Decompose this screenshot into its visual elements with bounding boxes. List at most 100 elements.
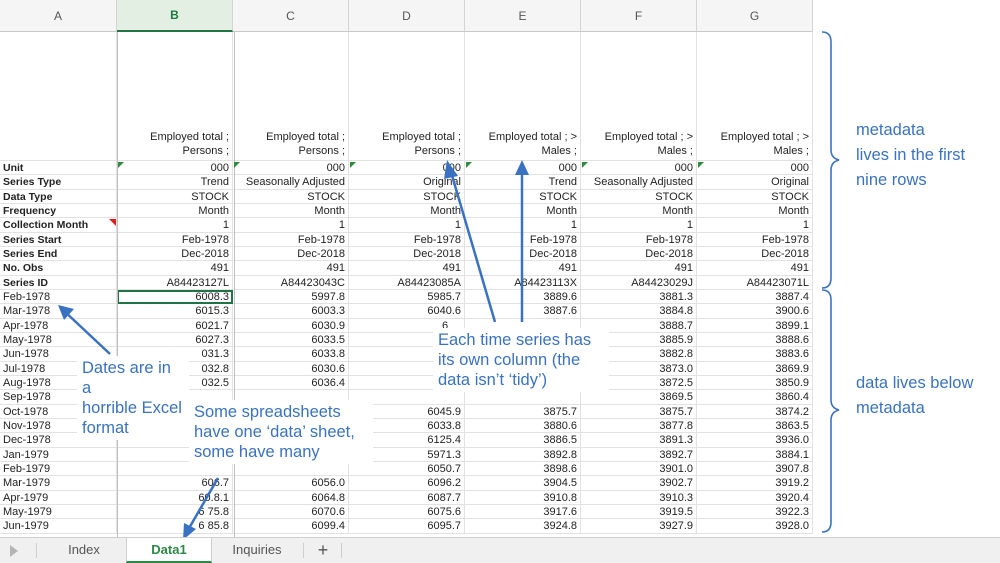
data-value-cell[interactable]: 60.8.1 <box>117 490 233 505</box>
data-value-cell[interactable]: 6015.3 <box>117 304 233 319</box>
data-value-cell[interactable]: 3898.6 <box>465 461 581 477</box>
metadata-value-cell[interactable]: 1 <box>117 218 233 233</box>
data-value-cell[interactable]: 6095.7 <box>349 519 465 534</box>
metadata-value-cell[interactable]: Original <box>697 175 813 190</box>
data-value-cell[interactable]: 3887.6 <box>465 304 581 319</box>
data-value-cell[interactable]: 3850.9 <box>697 375 813 391</box>
data-value-cell[interactable]: 3874.2 <box>697 404 813 419</box>
series-title-cell[interactable]: Employed total ; Persons ; <box>233 32 349 161</box>
data-value-cell[interactable]: 3863.5 <box>697 418 813 434</box>
column-header-c[interactable]: C <box>233 0 349 32</box>
data-value-cell[interactable]: 3919.2 <box>697 476 813 491</box>
metadata-label-cell[interactable]: Series Type <box>0 175 117 190</box>
metadata-value-cell[interactable]: STOCK <box>349 189 465 204</box>
date-cell[interactable]: May-1979 <box>0 504 117 520</box>
metadata-value-cell[interactable]: STOCK <box>581 189 697 204</box>
data-value-cell[interactable]: 3891.3 <box>581 433 697 448</box>
metadata-value-cell[interactable]: Dec-2018 <box>233 246 349 262</box>
metadata-value-cell[interactable]: A84423127L <box>117 275 233 290</box>
data-value-cell[interactable]: 3888.7 <box>581 318 697 333</box>
metadata-label-cell[interactable]: No. Obs <box>0 261 117 276</box>
column-header-b[interactable]: B <box>117 0 233 32</box>
metadata-value-cell[interactable]: Feb-1978 <box>465 232 581 247</box>
metadata-value-cell[interactable]: 000 <box>581 161 697 176</box>
data-value-cell[interactable]: 5985.7 <box>349 289 465 305</box>
metadata-value-cell[interactable]: Dec-2018 <box>581 246 697 262</box>
metadata-value-cell[interactable]: Month <box>581 203 697 219</box>
error-indicator-icon[interactable] <box>350 162 356 168</box>
data-value-cell[interactable]: 6099.4 <box>233 519 349 534</box>
sheet-tab-data1[interactable]: Data1 <box>126 538 212 563</box>
metadata-value-cell[interactable]: 1 <box>349 218 465 233</box>
metadata-value-cell[interactable]: 1 <box>581 218 697 233</box>
data-value-cell[interactable]: 3936.0 <box>697 433 813 448</box>
data-value-cell[interactable]: 6030.6 <box>233 361 349 376</box>
data-value-cell[interactable]: 3910.8 <box>465 490 581 505</box>
metadata-value-cell[interactable]: Trend <box>117 175 233 190</box>
data-value-cell[interactable]: 6070.6 <box>233 504 349 520</box>
data-value-cell[interactable]: 6008.3 <box>117 289 233 305</box>
date-cell[interactable]: Mar-1979 <box>0 476 117 491</box>
data-value-cell[interactable]: 3884.1 <box>697 447 813 462</box>
date-cell[interactable]: Jan-1979 <box>0 447 117 462</box>
metadata-label-cell[interactable]: Series ID <box>0 275 117 290</box>
data-value-cell[interactable]: 6036.4 <box>233 375 349 391</box>
data-value-cell[interactable]: 3920.4 <box>697 490 813 505</box>
date-cell[interactable]: Apr-1978 <box>0 318 117 333</box>
metadata-value-cell[interactable]: 000 <box>349 161 465 176</box>
data-value-cell[interactable]: 3902.7 <box>581 476 697 491</box>
date-cell[interactable]: Jun-1979 <box>0 519 117 534</box>
metadata-value-cell[interactable]: 000 <box>697 161 813 176</box>
data-value-cell[interactable]: 3927.9 <box>581 519 697 534</box>
series-title-cell[interactable]: Employed total ; Persons ; <box>117 32 233 161</box>
data-value-cell[interactable]: 3900.6 <box>697 304 813 319</box>
data-value-cell[interactable]: 3875.7 <box>465 404 581 419</box>
data-value-cell[interactable]: 3880.6 <box>465 418 581 434</box>
metadata-value-cell[interactable]: 000 <box>233 161 349 176</box>
data-value-cell[interactable]: 3899.1 <box>697 318 813 333</box>
metadata-value-cell[interactable]: Feb-1978 <box>233 232 349 247</box>
data-value-cell[interactable]: 3919.5 <box>581 504 697 520</box>
column-header-d[interactable]: D <box>349 0 465 32</box>
metadata-value-cell[interactable]: 000 <box>117 161 233 176</box>
metadata-value-cell[interactable]: Seasonally Adjusted <box>581 175 697 190</box>
metadata-value-cell[interactable]: Dec-2018 <box>697 246 813 262</box>
metadata-value-cell[interactable]: STOCK <box>697 189 813 204</box>
date-cell[interactable]: May-1978 <box>0 332 117 348</box>
metadata-value-cell[interactable]: 491 <box>697 261 813 276</box>
data-value-cell[interactable]: 3888.6 <box>697 332 813 348</box>
metadata-value-cell[interactable]: Month <box>349 203 465 219</box>
data-value-cell[interactable]: 6096.2 <box>349 476 465 491</box>
data-value-cell[interactable]: 3886.5 <box>465 433 581 448</box>
data-value-cell[interactable]: 6033.5 <box>233 332 349 348</box>
metadata-value-cell[interactable]: STOCK <box>233 189 349 204</box>
series-title-cell[interactable]: Employed total ; > Males ; <box>465 32 581 161</box>
date-cell[interactable]: Mar-1978 <box>0 304 117 319</box>
data-value-cell[interactable]: 3869.9 <box>697 361 813 376</box>
date-cell[interactable]: Jun-1978 <box>0 347 117 362</box>
data-value-cell[interactable]: 3901.0 <box>581 461 697 477</box>
data-value-cell[interactable]: 3917.6 <box>465 504 581 520</box>
metadata-value-cell[interactable]: Feb-1978 <box>697 232 813 247</box>
date-cell[interactable]: Dec-1978 <box>0 433 117 448</box>
data-value-cell[interactable] <box>349 390 465 405</box>
metadata-value-cell[interactable]: A84423113X <box>465 275 581 290</box>
data-value-cell[interactable]: 6 <box>442 319 449 332</box>
metadata-value-cell[interactable]: Month <box>117 203 233 219</box>
metadata-value-cell[interactable]: Trend <box>465 175 581 190</box>
metadata-label-cell[interactable]: Collection Month <box>0 218 117 233</box>
data-value-cell[interactable] <box>233 461 349 477</box>
metadata-value-cell[interactable]: Dec-2018 <box>465 246 581 262</box>
metadata-value-cell[interactable]: 1 <box>465 218 581 233</box>
comment-indicator-icon[interactable] <box>109 219 116 226</box>
data-value-cell[interactable] <box>465 390 581 405</box>
data-value-cell[interactable]: 6021.7 <box>117 318 233 333</box>
error-indicator-icon[interactable] <box>118 162 124 168</box>
error-indicator-icon[interactable] <box>582 162 588 168</box>
data-value-cell[interactable]: 6027.3 <box>117 332 233 348</box>
metadata-value-cell[interactable]: Original <box>349 175 465 190</box>
column-header-a[interactable]: A <box>0 0 117 32</box>
metadata-value-cell[interactable]: STOCK <box>117 189 233 204</box>
metadata-value-cell[interactable]: 1 <box>233 218 349 233</box>
data-value-cell[interactable]: 3884.8 <box>581 304 697 319</box>
